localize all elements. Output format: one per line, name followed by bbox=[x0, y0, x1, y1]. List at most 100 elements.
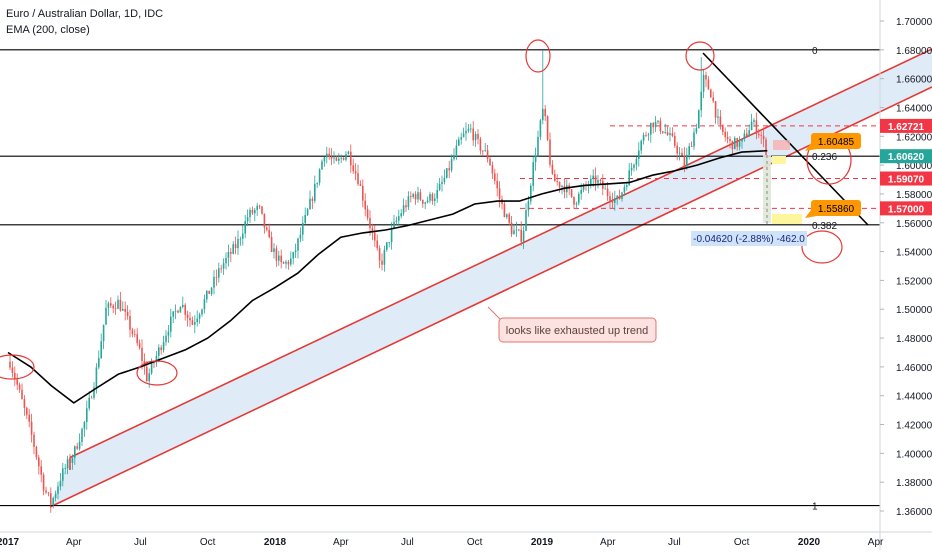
candle-body bbox=[306, 209, 309, 215]
candle-body bbox=[573, 196, 575, 205]
candle-body bbox=[666, 132, 669, 135]
drawings-layer: 1.60485 1.55860 -0.04620 (-2.88%) -462.0 lo… bbox=[0, 39, 869, 386]
y-tick-label: 1.60000 bbox=[896, 161, 932, 172]
highlight-circle-0 bbox=[0, 354, 35, 380]
candle-body bbox=[107, 303, 110, 308]
candle-body bbox=[340, 157, 342, 159]
candle-body bbox=[136, 334, 138, 344]
candle-body bbox=[647, 134, 650, 136]
candle-body bbox=[765, 139, 767, 157]
ema-layer bbox=[7, 149, 768, 404]
fib-highlight-lower bbox=[772, 214, 802, 224]
candle-body bbox=[465, 130, 467, 134]
candle-body bbox=[726, 137, 729, 140]
candle-body bbox=[239, 238, 242, 240]
candle-body bbox=[707, 79, 710, 90]
candle-body bbox=[90, 397, 93, 399]
candle-body bbox=[129, 316, 131, 330]
highlight-circle-3 bbox=[685, 41, 715, 71]
candle-body bbox=[105, 307, 107, 325]
candle-body bbox=[729, 139, 731, 141]
candle-body bbox=[544, 108, 546, 117]
candle-body bbox=[426, 200, 429, 203]
y-tick-label: 1.38000 bbox=[896, 478, 932, 489]
candles-layer bbox=[9, 49, 767, 513]
candle-body bbox=[297, 238, 299, 251]
y-tick-label: 1.54000 bbox=[896, 248, 932, 259]
candle-body bbox=[278, 255, 280, 261]
candle-body bbox=[23, 399, 26, 408]
candle-body bbox=[146, 366, 148, 382]
candle-body bbox=[609, 196, 611, 201]
candle-body bbox=[196, 318, 198, 323]
candle-body bbox=[746, 133, 748, 137]
candle-body bbox=[110, 303, 112, 306]
candle-body bbox=[201, 309, 203, 315]
candle-body bbox=[304, 214, 306, 224]
candle-body bbox=[743, 133, 746, 139]
candle-body bbox=[453, 154, 455, 160]
y-tick-label: 1.36000 bbox=[896, 507, 932, 518]
candle-body bbox=[386, 242, 388, 250]
candle-body bbox=[736, 137, 738, 147]
candle-body bbox=[158, 347, 160, 356]
candle-body bbox=[489, 158, 491, 166]
candle-body bbox=[496, 180, 498, 189]
candle-body bbox=[741, 138, 743, 142]
candle-body bbox=[126, 311, 129, 317]
y-tick-label: 1.68000 bbox=[896, 46, 932, 57]
candle-body bbox=[194, 322, 196, 325]
candle-body bbox=[38, 457, 40, 467]
candle-body bbox=[412, 194, 414, 197]
candle-body bbox=[270, 236, 273, 252]
price-tag-bg bbox=[880, 149, 932, 164]
candle-body bbox=[302, 223, 304, 235]
x-tick-label: 2018 bbox=[264, 537, 287, 548]
candle-body bbox=[558, 181, 561, 188]
candle-body bbox=[633, 164, 635, 168]
candle-body bbox=[69, 459, 71, 463]
candle-body bbox=[724, 131, 726, 138]
fib-level-label: 1 bbox=[812, 502, 818, 513]
x-tick-label: Oct bbox=[734, 537, 750, 548]
candle-body bbox=[407, 196, 410, 208]
candle-body bbox=[506, 214, 508, 218]
x-tick-label: Apr bbox=[600, 537, 616, 548]
annotation-text: looks like exhausted up trend bbox=[506, 325, 648, 337]
candle-body bbox=[186, 314, 189, 318]
candle-body bbox=[374, 232, 376, 241]
candle-body bbox=[702, 74, 705, 92]
x-tick-label: Oct bbox=[200, 537, 216, 548]
candle-body bbox=[686, 154, 688, 167]
candle-body bbox=[299, 234, 302, 239]
candle-body bbox=[664, 132, 666, 133]
candle-body bbox=[294, 250, 297, 253]
candle-body bbox=[62, 468, 64, 481]
candle-body bbox=[604, 188, 606, 190]
candle-body bbox=[198, 314, 201, 319]
y-tick-label: 1.42000 bbox=[896, 421, 932, 432]
candle-body bbox=[590, 178, 592, 186]
candle-body bbox=[626, 185, 628, 188]
candle-body bbox=[446, 168, 448, 178]
candle-body bbox=[494, 173, 496, 181]
candle-body bbox=[258, 205, 261, 207]
price-tag-bg bbox=[880, 201, 932, 216]
candle-body bbox=[719, 116, 722, 125]
ema-line bbox=[7, 149, 768, 404]
candle-body bbox=[734, 137, 736, 150]
candle-body bbox=[455, 145, 458, 155]
y-tick-label: 1.50000 bbox=[896, 305, 932, 316]
candle-body bbox=[388, 242, 390, 244]
candle-body bbox=[520, 229, 522, 242]
candle-body bbox=[376, 240, 378, 249]
candle-body bbox=[93, 387, 95, 398]
candle-body bbox=[683, 155, 686, 167]
candle-body bbox=[657, 120, 659, 122]
candle-body bbox=[35, 446, 38, 458]
target-up-marker bbox=[773, 140, 790, 150]
candle-body bbox=[47, 492, 50, 494]
y-tick-label: 1.64000 bbox=[896, 103, 932, 114]
